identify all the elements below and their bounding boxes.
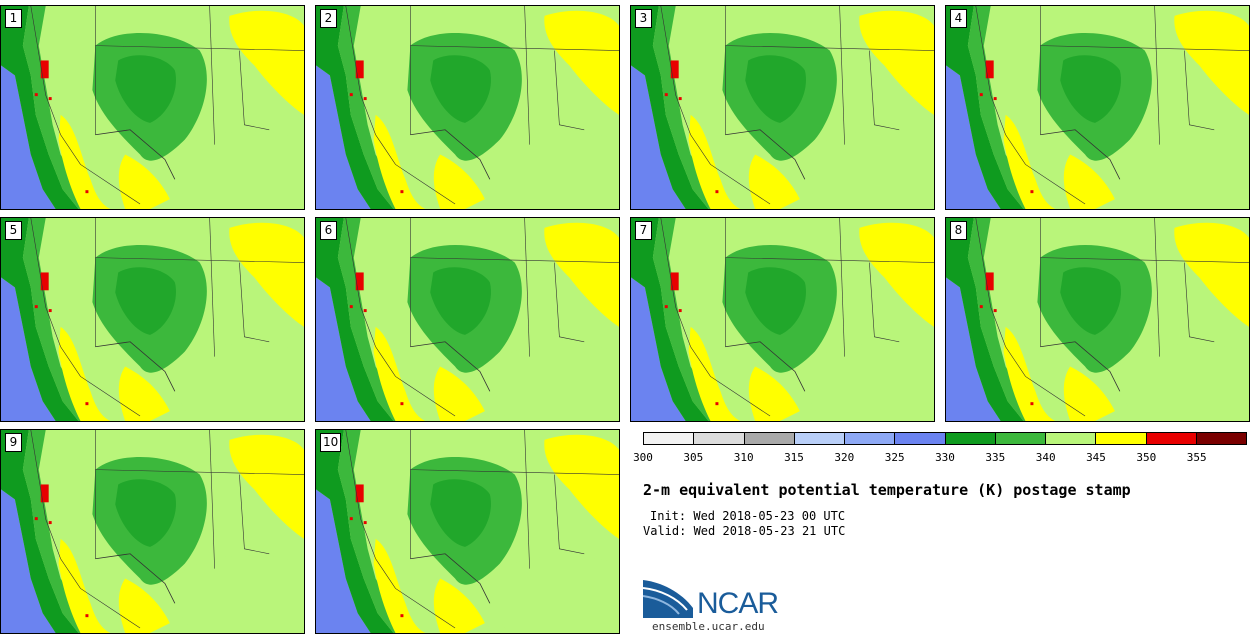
colorbar — [643, 432, 1247, 445]
panel-label: 8 — [950, 221, 967, 240]
colorbar-tick-label: 340 — [1035, 451, 1056, 464]
panel-label: 2 — [320, 9, 337, 28]
panel-label: 7 — [635, 221, 652, 240]
colorbar-tick-label: 330 — [935, 451, 955, 464]
colorbar-segment — [895, 433, 946, 444]
map-3 — [631, 6, 934, 209]
map-1 — [1, 6, 304, 209]
colorbar-segment — [694, 433, 745, 444]
panel-label: 3 — [635, 9, 652, 28]
colorbar-segment — [1146, 433, 1197, 444]
logo-url: ensemble.ucar.edu — [652, 620, 765, 633]
colorbar-segment — [945, 433, 996, 444]
ncar-logo-icon — [643, 580, 693, 618]
map-2 — [316, 6, 619, 209]
panel-6: 6 — [315, 217, 620, 422]
colorbar-segment — [1046, 433, 1097, 444]
panel-1: 1 — [0, 5, 305, 210]
panel-8: 8 — [945, 217, 1250, 422]
logo-text: NCAR — [697, 587, 779, 620]
colorbar-segment — [845, 433, 896, 444]
map-9 — [1, 430, 304, 633]
map-6 — [316, 218, 619, 421]
map-10 — [316, 430, 619, 633]
colorbar-tick-label: 325 — [884, 451, 905, 464]
colorbar-segment — [1096, 433, 1147, 444]
panel-5: 5 — [0, 217, 305, 422]
colorbar-tick-label: 355 — [1186, 451, 1207, 464]
panel-4: 4 — [945, 5, 1250, 210]
map-7 — [631, 218, 934, 421]
colorbar-tick-label: 345 — [1086, 451, 1106, 464]
colorbar-tick-label: 320 — [834, 451, 855, 464]
colorbar-segment — [995, 433, 1046, 444]
colorbar-segment — [1196, 433, 1246, 444]
colorbar-segment — [794, 433, 845, 444]
colorbar-segment — [744, 433, 795, 444]
panel-10: 10 — [315, 429, 620, 634]
panel-label: 1 — [5, 9, 22, 28]
colorbar-tick-label: 315 — [784, 451, 804, 464]
panel-label: 6 — [320, 221, 337, 240]
plot-title: 2-m equivalent potential temperature (K)… — [643, 481, 1131, 499]
colorbar-tick-label: 300 — [633, 451, 653, 464]
colorbar-tick-label: 305 — [683, 451, 704, 464]
valid-time: Valid: Wed 2018-05-23 21 UTC — [643, 524, 846, 538]
panel-7: 7 — [630, 217, 935, 422]
map-8 — [946, 218, 1249, 421]
panel-label: 10 — [320, 433, 342, 452]
colorbar-tick-label: 350 — [1136, 451, 1157, 464]
colorbar-tick-label: 310 — [733, 451, 754, 464]
panel-label: 4 — [950, 9, 967, 28]
panel-label: 5 — [5, 221, 22, 240]
panel-2: 2 — [315, 5, 620, 210]
map-4 — [946, 6, 1249, 209]
colorbar-tick-label: 335 — [985, 451, 1006, 464]
panel-9: 9 — [0, 429, 305, 634]
map-5 — [1, 218, 304, 421]
colorbar-segment — [644, 433, 695, 444]
panel-label: 9 — [5, 433, 22, 452]
init-time: Init: Wed 2018-05-23 00 UTC — [650, 509, 846, 523]
panel-3: 3 — [630, 5, 935, 210]
